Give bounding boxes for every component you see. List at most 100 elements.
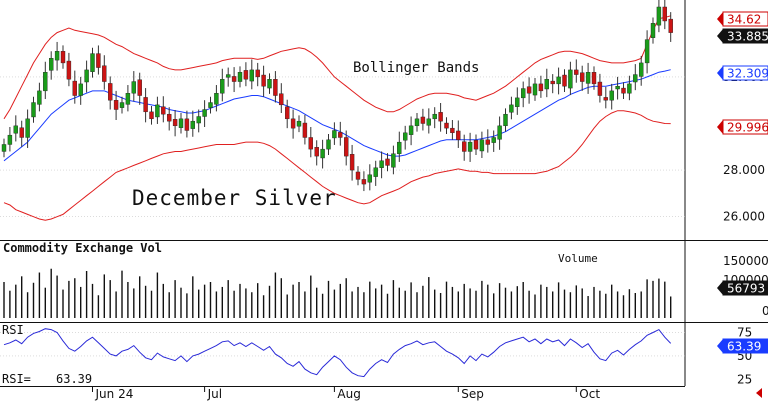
candle-body [550, 80, 555, 85]
candle [550, 74, 555, 94]
rsi-line [3, 328, 672, 378]
candle [190, 110, 196, 137]
candle [403, 125, 408, 150]
candle [102, 55, 107, 90]
candle [509, 96, 514, 120]
candle-body [1, 144, 7, 152]
candle [1, 138, 7, 158]
rsi-tick-label: 75 [737, 325, 752, 339]
candle [491, 130, 496, 152]
candle [644, 30, 650, 74]
candle-body [237, 72, 243, 82]
candle [456, 120, 461, 148]
lower-band-line [3, 110, 671, 221]
candle [538, 75, 544, 98]
price-badge: 34.62 [717, 11, 768, 27]
candle-body [344, 137, 349, 157]
candle [580, 65, 585, 91]
candle-body [621, 87, 626, 94]
candle-body [302, 122, 308, 138]
candle-body [591, 72, 597, 85]
volume-zero-label: 0 [762, 304, 768, 318]
candle [597, 73, 603, 103]
candle-body [420, 116, 426, 124]
candle [615, 76, 620, 100]
candle-body [361, 179, 367, 185]
candle-body [338, 132, 343, 138]
candle [196, 109, 201, 133]
candle [568, 61, 573, 96]
scroll-left-icon[interactable] [756, 388, 762, 398]
candle [373, 160, 378, 186]
price-badge: 33.885 [717, 28, 768, 44]
candle [479, 131, 485, 158]
candle-body [503, 113, 508, 127]
candle [178, 113, 184, 134]
candle-body [54, 51, 60, 61]
candle-body [202, 109, 207, 117]
candle [296, 115, 302, 133]
candle-body [308, 137, 313, 150]
candle [497, 116, 502, 150]
candle [90, 47, 95, 78]
candle-body [214, 93, 219, 105]
candle-body [633, 74, 638, 83]
candle-body [497, 125, 502, 140]
candle [66, 52, 72, 87]
price-badge-label: 32.309 [727, 67, 768, 81]
candle-body [7, 134, 13, 145]
candle [668, 12, 673, 42]
candle [397, 131, 402, 162]
price-chart-title: December Silver [132, 186, 337, 210]
candle-body [31, 102, 36, 118]
candle-body [462, 141, 467, 152]
candle-body [349, 154, 355, 171]
candle-body [320, 148, 325, 159]
candle [125, 85, 131, 112]
candle-body [119, 102, 125, 108]
candle [574, 59, 579, 83]
candle-body [19, 127, 24, 138]
candle-body [220, 79, 225, 94]
candle-body [397, 141, 402, 154]
candle [562, 69, 567, 93]
candle [285, 99, 290, 129]
candle-body [580, 72, 585, 82]
date-tick-label: Jul [207, 387, 222, 401]
candle [438, 102, 443, 132]
candle-body [662, 6, 667, 22]
candle-body [84, 69, 89, 83]
rsi-badge: 63.39 [717, 338, 768, 354]
candle [255, 62, 260, 87]
candle [391, 145, 396, 175]
candle [225, 67, 231, 87]
candle-body [538, 83, 544, 92]
candle-body [314, 147, 319, 157]
candle-body [367, 174, 372, 183]
candle [650, 17, 656, 44]
candle-body [231, 76, 237, 82]
price-badge-pointer [717, 29, 723, 43]
candle [54, 41, 60, 71]
volume-tick-label: 150000 [723, 254, 768, 268]
candle [302, 114, 308, 145]
rsi-value-badge: 63.39 [717, 338, 768, 354]
candle-body [526, 86, 532, 94]
candle-body [450, 127, 455, 134]
candle-body [225, 74, 231, 78]
candle-body [184, 118, 190, 131]
candle [273, 71, 278, 103]
rsi-panel-title: RSI [2, 323, 24, 337]
candle [414, 113, 420, 132]
candle [662, 0, 667, 30]
candle-body [255, 69, 260, 78]
candle-body [66, 60, 72, 80]
candle-body [414, 118, 420, 127]
candle [556, 67, 561, 95]
candle [184, 110, 190, 138]
candle-body [403, 132, 408, 141]
candle [113, 90, 119, 120]
date-tick-label: Oct [579, 387, 600, 401]
price-badge-pointer [717, 120, 723, 134]
